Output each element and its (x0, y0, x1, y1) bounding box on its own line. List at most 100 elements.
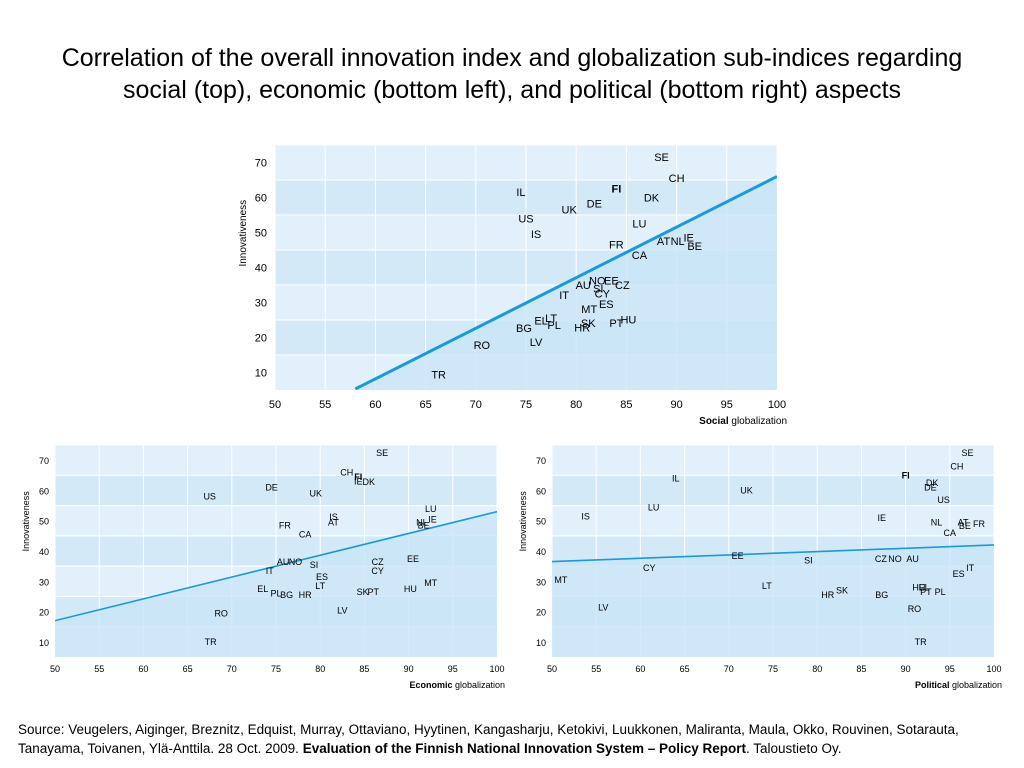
data-point-es: ES (316, 572, 328, 582)
x-axis-title-bold: Economic (409, 680, 452, 690)
x-tick-label: 70 (470, 399, 482, 411)
data-point-cy: CY (643, 563, 656, 573)
data-point-hu: HU (404, 584, 417, 594)
data-point-bg: BG (280, 590, 293, 600)
y-tick-label: 70 (536, 456, 546, 466)
x-tick-label: 75 (271, 664, 281, 674)
x-tick-label: 50 (269, 399, 281, 411)
y-tick-label: 60 (255, 193, 267, 205)
data-point-lu: LU (648, 502, 660, 512)
data-point-ee: EE (732, 551, 744, 561)
data-point-lt: LT (762, 581, 772, 591)
x-tick-label: 80 (315, 664, 325, 674)
x-tick-label: 95 (721, 399, 733, 411)
data-point-mt: MT (554, 575, 567, 585)
data-point-cy: CY (371, 566, 384, 576)
x-tick-label: 70 (724, 664, 734, 674)
x-tick-label: 65 (183, 664, 193, 674)
data-point-lv: LV (598, 602, 608, 612)
data-point-dk: DK (644, 192, 660, 204)
data-point-ca: CA (944, 528, 957, 538)
data-point-bg: BG (875, 590, 888, 600)
data-point-ee: EE (604, 275, 619, 287)
x-tick-label: 65 (419, 399, 431, 411)
y-tick-label: 20 (255, 333, 267, 345)
data-point-no: NO (589, 275, 606, 287)
data-point-ch: CH (340, 467, 353, 477)
data-point-uk: UK (562, 205, 578, 217)
data-point-sk: SK (836, 586, 848, 596)
data-point-be: BE (418, 520, 430, 530)
x-tick-label: 55 (319, 399, 331, 411)
x-tick-label: 55 (94, 664, 104, 674)
data-point-fi: FI (611, 184, 621, 196)
trend-line (354, 175, 777, 390)
trend-line (55, 510, 497, 622)
x-axis-title-bold: Political (915, 680, 950, 690)
data-point-it: IT (559, 290, 569, 302)
data-point-dk: DK (363, 477, 376, 487)
data-point-nl: NL (931, 517, 943, 527)
x-axis-title: Social globalization (699, 416, 787, 427)
data-point-si: SI (310, 560, 319, 570)
data-point-it: IT (266, 566, 275, 576)
y-axis-title: Innovativeness (238, 200, 249, 267)
data-point-el: EL (534, 316, 547, 328)
y-tick-label: 70 (255, 158, 267, 170)
data-point-lt: LT (545, 313, 557, 325)
x-tick-label: 95 (448, 664, 458, 674)
data-point-lv: LV (530, 337, 543, 349)
x-tick-label: 85 (359, 664, 369, 674)
data-point-se: SE (376, 448, 388, 458)
data-point-sk: SK (581, 318, 596, 330)
x-tick-label: 70 (227, 664, 237, 674)
data-point-de: DE (265, 483, 278, 493)
data-point-lv: LV (337, 605, 347, 615)
title-line-2: social (top), economic (bottom left), an… (122, 76, 902, 104)
data-point-at: AT (328, 517, 339, 527)
data-point-ch: CH (950, 461, 963, 471)
data-point-uk: UK (740, 486, 753, 496)
x-tick-label: 75 (768, 664, 778, 674)
below-trend-area (552, 544, 994, 657)
data-point-ee: EE (407, 554, 419, 564)
data-point-nl: NL (671, 236, 685, 248)
data-point-ro: RO (214, 608, 228, 618)
data-point-pt: PT (920, 587, 932, 597)
x-axis-title-rest: globalization (452, 680, 505, 690)
data-point-de: DE (587, 198, 602, 210)
data-point-us: US (203, 492, 216, 502)
data-point-dk: DK (926, 478, 939, 488)
data-point-nl: NL (416, 517, 428, 527)
y-tick-label: 10 (536, 638, 546, 648)
data-point-pt: PT (367, 587, 379, 597)
data-point-ie: IE (877, 513, 886, 523)
x-tick-label: 85 (620, 399, 632, 411)
x-axis-title: Political globalization (915, 680, 1002, 690)
data-point-tr: TR (431, 370, 446, 382)
data-point-be: BE (959, 521, 971, 531)
data-point-ie: IE (354, 477, 363, 487)
data-point-lu: LU (425, 504, 437, 514)
source-citation: Source: Veugelers, Aiginger, Breznitz, E… (18, 720, 1018, 758)
trend-line (552, 544, 994, 563)
data-point-lu: LU (632, 219, 646, 231)
data-point-it: IT (966, 563, 975, 573)
data-point-ch: CH (669, 173, 685, 185)
x-tick-label: 100 (489, 664, 504, 674)
x-tick-label: 50 (50, 664, 60, 674)
below-trend-area (55, 511, 497, 657)
y-tick-label: 30 (536, 577, 546, 587)
data-point-fr: FR (279, 520, 291, 530)
x-tick-label: 85 (856, 664, 866, 674)
data-point-mt: MT (581, 304, 597, 316)
x-tick-label: 90 (404, 664, 414, 674)
data-point-bg: BG (516, 323, 532, 335)
data-point-pl: PL (547, 320, 560, 332)
y-tick-label: 60 (39, 486, 49, 496)
data-point-is: IS (329, 512, 338, 522)
x-axis-title-bold: Social (699, 416, 729, 427)
data-point-us: US (518, 213, 533, 225)
data-point-fr: FR (609, 240, 624, 252)
x-tick-label: 90 (670, 399, 682, 411)
